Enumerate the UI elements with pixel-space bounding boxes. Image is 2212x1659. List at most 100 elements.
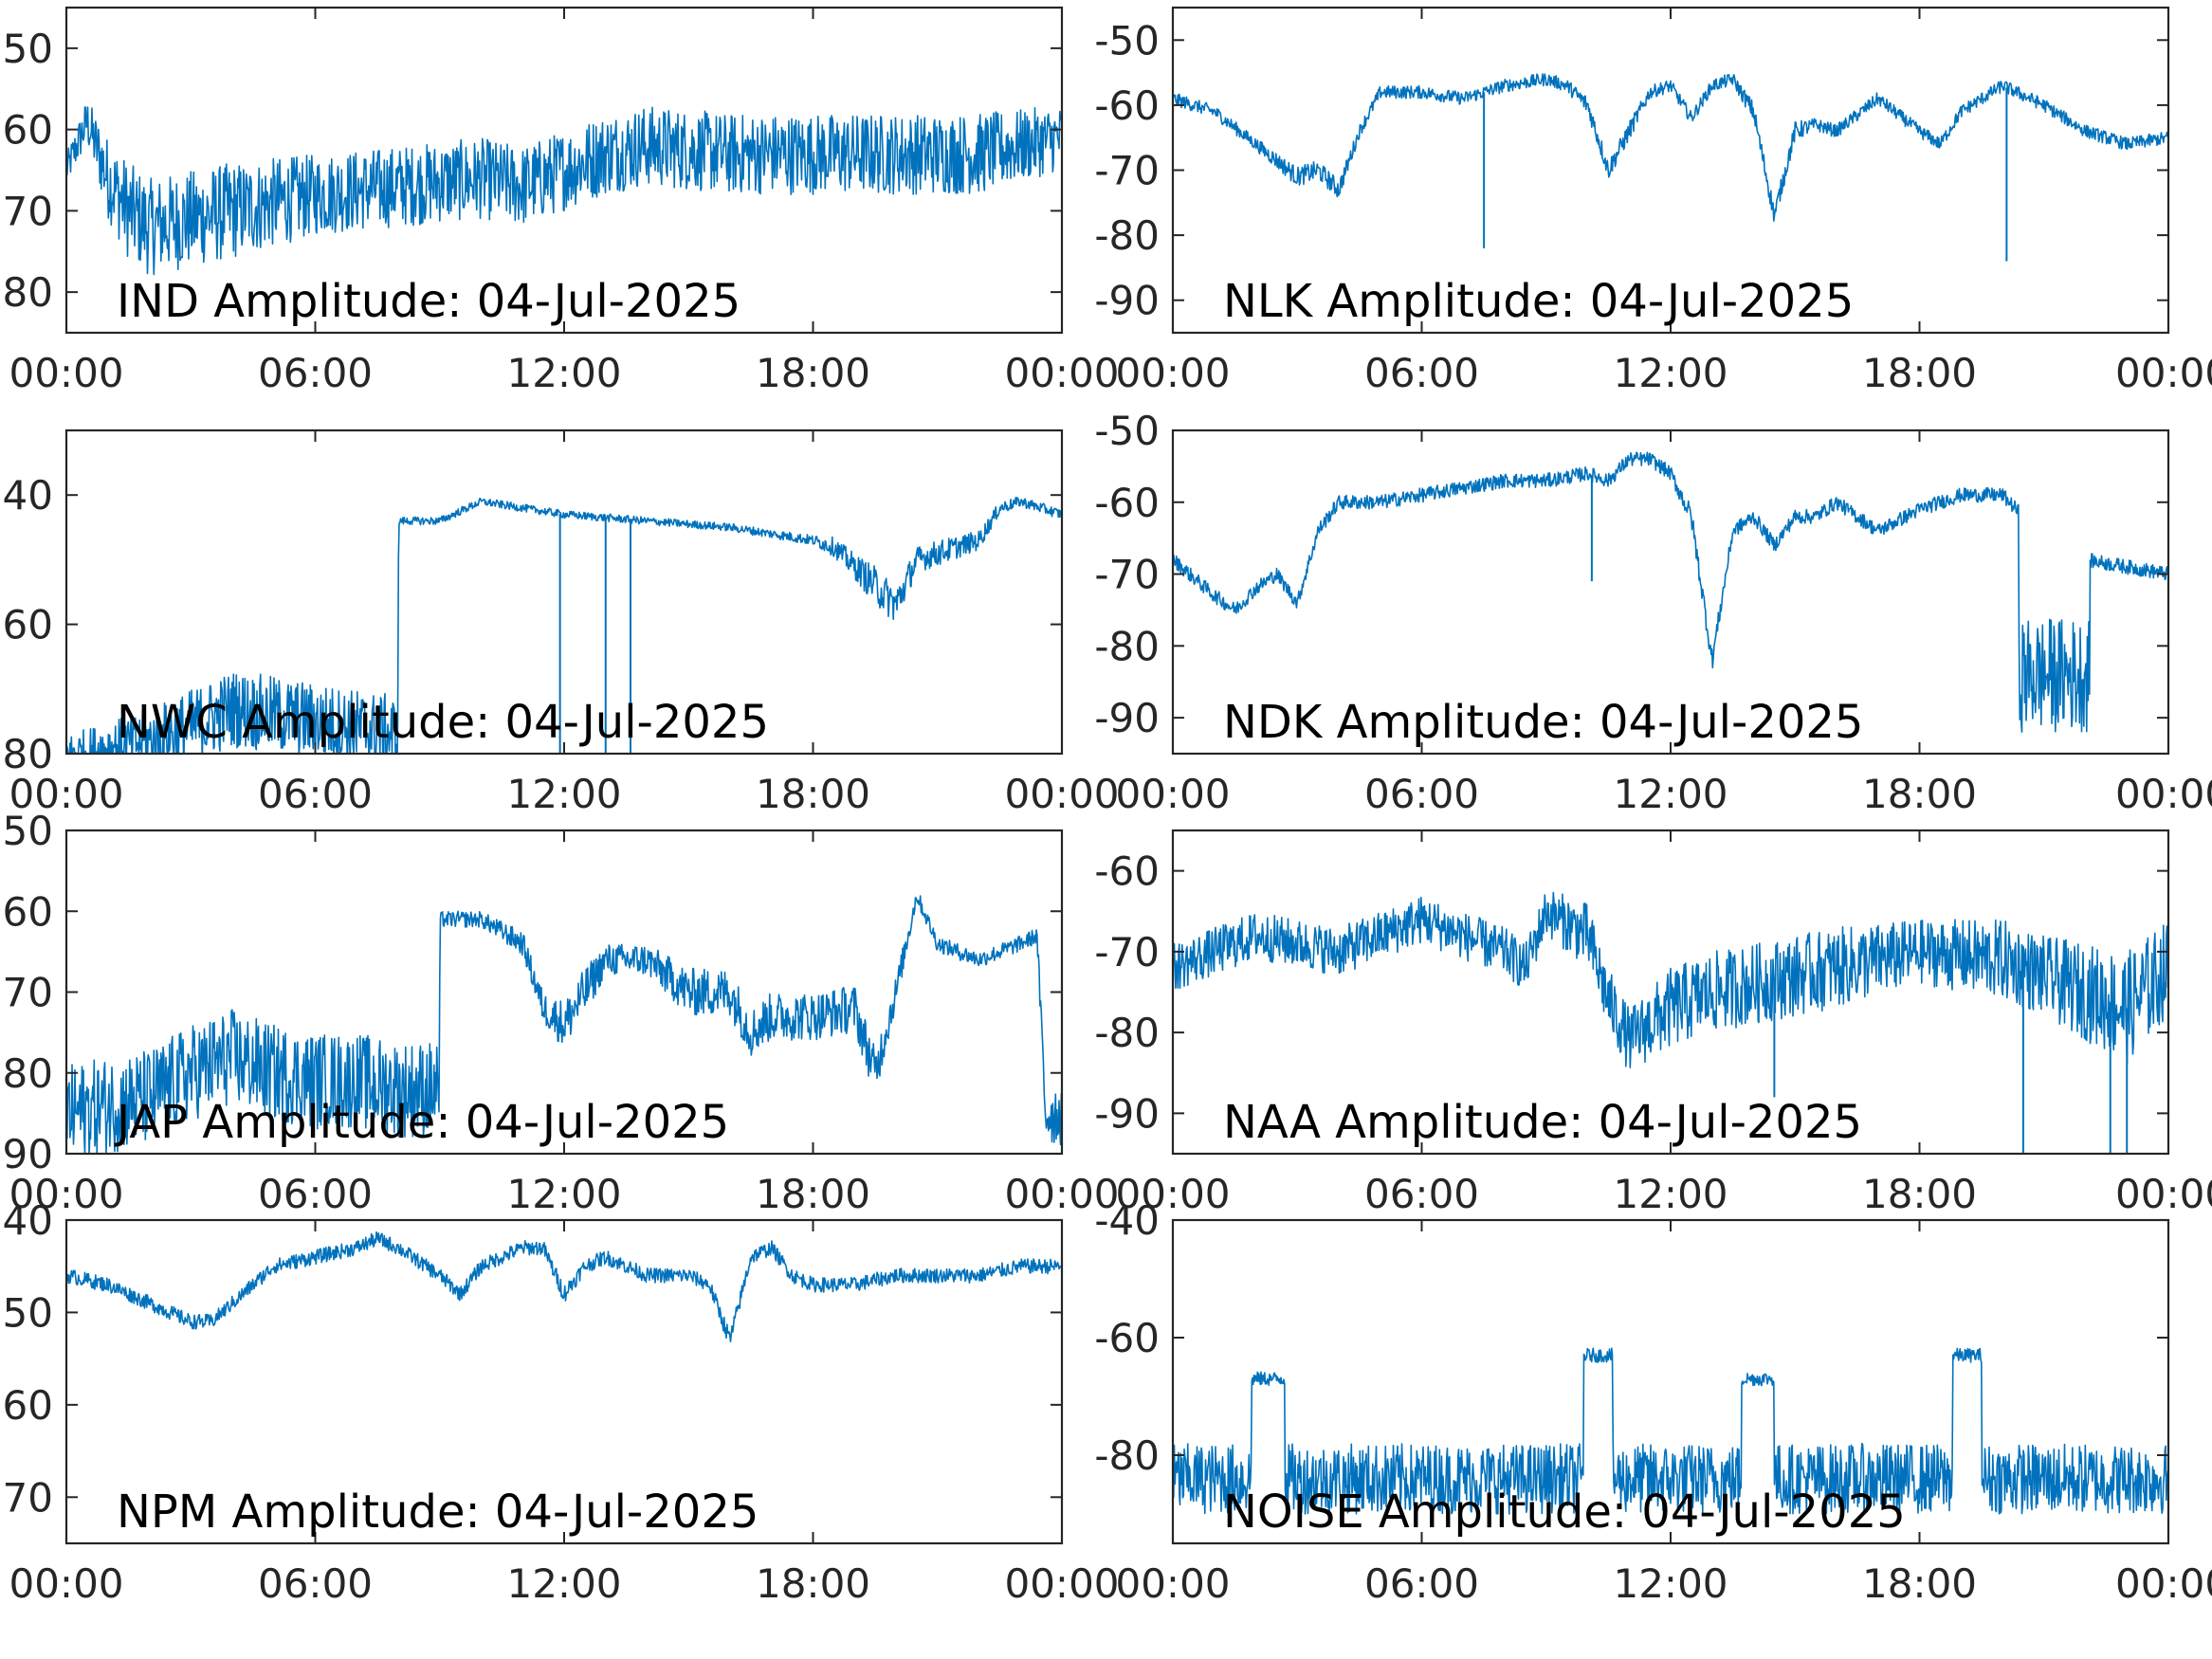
- npm-xtick-label: 00:00: [9, 1560, 123, 1607]
- npm-x-axis: 00:00 06:00 12:00 18:00 00:00: [9, 1220, 1120, 1607]
- npm-ytick-label: 70: [3, 1474, 53, 1521]
- naa-xtick-label: 18:00: [1862, 1171, 1977, 1217]
- jap-amplitude-series: [66, 895, 1062, 1154]
- ind-xtick-label: 06:00: [258, 350, 373, 396]
- nlk-xtick-label: 12:00: [1613, 350, 1728, 396]
- noise-xtick-label: 06:00: [1364, 1560, 1479, 1607]
- npm-amplitude-series: [66, 1231, 1062, 1342]
- nlk-ytick-label: -80: [1094, 212, 1160, 259]
- jap-xtick-label: 00:00: [1004, 1171, 1119, 1217]
- naa-amplitude-series: [1173, 891, 2168, 1154]
- noise-panel-title: NOISE Amplitude: 04-Jul-2025: [1223, 1486, 1906, 1539]
- ndk-ytick-label: -90: [1094, 695, 1160, 741]
- npm-xtick-label: 00:00: [1004, 1560, 1119, 1607]
- jap-xtick-label: 18:00: [756, 1171, 870, 1217]
- ind-amplitude-line: [66, 106, 1062, 276]
- ndk-xtick-label: 00:00: [2115, 771, 2212, 817]
- npm-ytick-label: 40: [3, 1197, 53, 1244]
- ind-ytick-label: 60: [3, 107, 53, 154]
- ind-xtick-label: 12:00: [506, 350, 621, 396]
- noise-x-axis: 00:00 06:00 12:00 18:00 00:00: [1115, 1220, 2212, 1607]
- panel-ind: 50 60 70 80 00:00 06:00 12:00 18:00 00:00 IND A…: [3, 6, 1120, 396]
- npm-xtick-label: 12:00: [506, 1560, 621, 1607]
- ind-amplitude-series: [66, 106, 1062, 276]
- nwc-ytick-label: 60: [3, 602, 53, 648]
- jap-ytick-label: 90: [3, 1131, 53, 1177]
- panel-noise: -40 -60 -80 00:00 06:00 12:00 18:00 00:00 NOIS…: [1094, 1197, 2212, 1607]
- ndk-ytick-label: -50: [1094, 408, 1160, 454]
- ndk-panel-title: NDK Amplitude: 04-Jul-2025: [1223, 696, 1863, 749]
- ind-x-axis: 00:00 06:00 12:00 18:00 00:00: [9, 8, 1120, 396]
- jap-ytick-label: 50: [3, 808, 53, 854]
- noise-xtick-label: 00:00: [1115, 1560, 1230, 1607]
- naa-ytick-label: -70: [1094, 929, 1160, 975]
- ndk-xtick-label: 00:00: [1115, 771, 1230, 817]
- nwc-panel-title: NWC Amplitude: 04-Jul-2025: [117, 696, 769, 749]
- nwc-xtick-label: 00:00: [1004, 771, 1119, 817]
- noise-ytick-label: -80: [1094, 1432, 1160, 1479]
- jap-xtick-label: 00:00: [9, 1171, 123, 1217]
- npm-xtick-label: 18:00: [756, 1560, 870, 1607]
- nlk-ytick-label: -50: [1094, 17, 1160, 64]
- nwc-xtick-label: 18:00: [756, 771, 870, 817]
- nlk-amplitude-series: [1173, 73, 2168, 262]
- noise-ytick-label: -40: [1094, 1197, 1160, 1244]
- panel-naa: -60 -70 -80 -90 00:00 06:00 12:00 18:00 00:00 N…: [1094, 829, 2212, 1217]
- ndk-amplitude-series: [1173, 451, 2168, 733]
- npm-amplitude-line: [66, 1231, 1062, 1342]
- ndk-xtick-label: 12:00: [1613, 771, 1728, 817]
- jap-panel-title: JAP Amplitude: 04-Jul-2025: [114, 1096, 729, 1149]
- noise-ytick-label: -60: [1094, 1315, 1160, 1361]
- panel-nlk: -50-60-70-80-90 00:00 06:00 12:00 18:00 00:0…: [1094, 6, 2212, 396]
- noise-xtick-label: 00:00: [2115, 1560, 2212, 1607]
- ind-xtick-label: 00:00: [1004, 350, 1119, 396]
- naa-xtick-label: 00:00: [2115, 1171, 2212, 1217]
- naa-ytick-label: -60: [1094, 848, 1160, 895]
- nlk-y-axis: -50 -60 -70 -80 -90: [1094, 17, 2168, 324]
- nwc-xtick-label: 00:00: [9, 771, 123, 817]
- noise-xtick-label: 18:00: [1862, 1560, 1977, 1607]
- jap-ytick-label: 60: [3, 888, 53, 935]
- noise-amplitude-series: [1173, 1347, 2168, 1515]
- jap-y-axis: 50 60 70 80 90: [3, 808, 1062, 1177]
- panel-npm: 40 50 60 70 00:00 06:00 12:00 18:00 00:00 NPM A…: [3, 1197, 1120, 1607]
- npm-ytick-label: 60: [3, 1382, 53, 1429]
- jap-ytick-label: 80: [3, 1050, 53, 1097]
- ind-ytick-label: 50: [3, 26, 53, 72]
- panel-jap: 50 60 70 80 90 00:00 06:00 12:00 18:00 00:00 JAP…: [3, 808, 1120, 1217]
- noise-amplitude-line: [1173, 1347, 2168, 1515]
- naa-x-axis: 00:00 06:00 12:00 18:00 00:00: [1115, 830, 2212, 1217]
- nwc-xtick-label: 12:00: [506, 771, 621, 817]
- nlk-ytick-label: -70: [1094, 148, 1160, 194]
- nlk-xtick-label: 00:00: [2115, 350, 2212, 396]
- npm-y-axis: 40 50 60 70: [3, 1197, 1062, 1521]
- naa-panel-title: NAA Amplitude: 04-Jul-2025: [1223, 1096, 1862, 1149]
- npm-ytick-label: 50: [3, 1289, 53, 1336]
- jap-xtick-label: 12:00: [506, 1171, 621, 1217]
- jap-ytick-label: 70: [3, 970, 53, 1016]
- panel-nwc: 40 60 80 00:00 06:00 12:00 18:00 00:00 NWC Amp…: [3, 428, 1120, 817]
- naa-ytick-label: -80: [1094, 1010, 1160, 1056]
- naa-ytick-label: -90: [1094, 1090, 1160, 1137]
- naa-amplitude-line: [1173, 891, 2168, 1068]
- ind-xtick-label: 00:00: [9, 350, 123, 396]
- noise-y-axis: -40 -60 -80: [1094, 1197, 2168, 1479]
- nwc-ytick-label: 80: [3, 731, 53, 777]
- npm-panel-title: NPM Amplitude: 04-Jul-2025: [117, 1486, 759, 1539]
- nlk-xtick-label: 06:00: [1364, 350, 1479, 396]
- ndk-amplitude-line: [1173, 451, 2168, 733]
- naa-xtick-label: 06:00: [1364, 1171, 1479, 1217]
- nlk-ytick-label: -60: [1094, 82, 1160, 129]
- ndk-ytick-label: -60: [1094, 480, 1160, 526]
- nlk-panel-title: NLK Amplitude: 04-Jul-2025: [1223, 275, 1854, 328]
- nwc-y-axis: 40 60 80: [3, 472, 1062, 777]
- jap-x-axis: 00:00 06:00 12:00 18:00 00:00: [9, 830, 1120, 1217]
- ind-ytick-label: 80: [3, 269, 53, 316]
- nwc-xtick-label: 06:00: [258, 771, 373, 817]
- nlk-amplitude-line: [1173, 73, 2168, 222]
- naa-xtick-label: 00:00: [1115, 1171, 1230, 1217]
- ndk-ytick-label: -70: [1094, 552, 1160, 598]
- npm-xtick-label: 06:00: [258, 1560, 373, 1607]
- ind-ytick-label: 70: [3, 188, 53, 234]
